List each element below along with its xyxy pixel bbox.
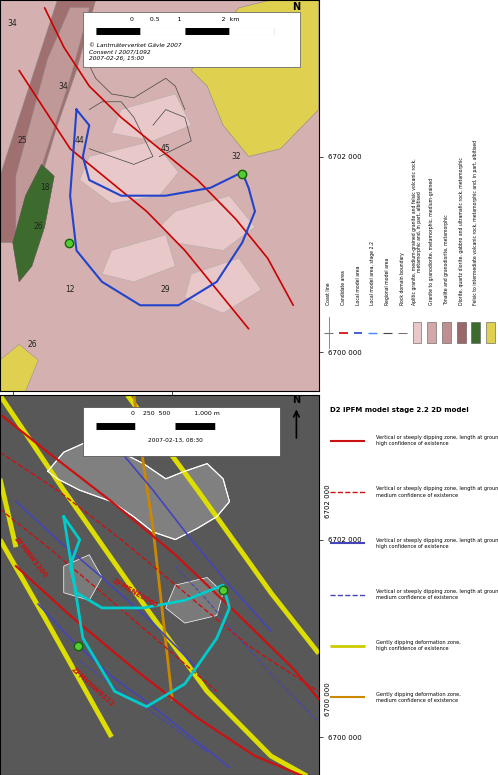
FancyBboxPatch shape — [83, 407, 280, 456]
Text: 0    250  500            1,000 m: 0 250 500 1,000 m — [131, 411, 220, 416]
Text: Diorite, quartz diorite, gabbro and ultramafic rock, metamorphic: Diorite, quartz diorite, gabbro and ultr… — [459, 157, 464, 305]
Text: Local model area: Local model area — [356, 266, 361, 305]
Text: 44: 44 — [75, 136, 85, 146]
Polygon shape — [64, 555, 102, 601]
Text: ZFMNW1200: ZFMNW1200 — [13, 536, 48, 578]
Text: Felsic to intermediate volcanic rock, metamorphic and, in part, albitised: Felsic to intermediate volcanic rock, me… — [474, 140, 479, 305]
Polygon shape — [112, 94, 191, 141]
Polygon shape — [166, 577, 223, 623]
Text: Candidate area: Candidate area — [341, 270, 346, 305]
Text: D2 IPFM model stage 2.2 2D model: D2 IPFM model stage 2.2 2D model — [330, 407, 469, 412]
Text: Gently dipping deformation zone,
high confidence of existence: Gently dipping deformation zone, high co… — [376, 640, 461, 652]
Text: N: N — [292, 394, 300, 405]
Text: 6700 000: 6700 000 — [325, 682, 331, 716]
Text: ZFMENE0060: ZFMENE0060 — [112, 578, 159, 609]
Text: 26: 26 — [27, 340, 37, 349]
Text: Tonalite and granodiorite, metamorphic: Tonalite and granodiorite, metamorphic — [444, 215, 449, 305]
Text: Vertical or steeply dipping zone, length at ground surface >3000 m,
medium confi: Vertical or steeply dipping zone, length… — [376, 487, 498, 498]
Polygon shape — [80, 141, 178, 204]
Text: Gently dipping deformation zone,
medium confidence of existence: Gently dipping deformation zone, medium … — [376, 691, 461, 703]
Text: 34: 34 — [8, 19, 17, 28]
Bar — [457, 322, 466, 343]
Text: Coast line: Coast line — [326, 283, 331, 305]
Bar — [442, 322, 451, 343]
Polygon shape — [191, 0, 319, 157]
Polygon shape — [16, 8, 89, 235]
Polygon shape — [159, 195, 255, 250]
Text: 25: 25 — [17, 136, 27, 146]
Text: 0        0.5         1                    2  km: 0 0.5 1 2 km — [130, 16, 240, 22]
Text: 32: 32 — [231, 152, 241, 161]
Text: 6702 000: 6702 000 — [325, 485, 331, 518]
Polygon shape — [0, 344, 38, 391]
Bar — [427, 322, 436, 343]
Text: N: N — [292, 2, 300, 12]
Text: ZFMVNW0123: ZFMVNW0123 — [70, 666, 115, 708]
Bar — [472, 322, 480, 343]
FancyBboxPatch shape — [83, 12, 300, 67]
Text: Granite to granodiorite, metamorphic, medium-grained: Granite to granodiorite, metamorphic, me… — [429, 178, 434, 305]
Bar — [486, 322, 495, 343]
Polygon shape — [102, 235, 175, 282]
Text: Vertical or steeply dipping zone, length at ground surface >3000 m,
high confide: Vertical or steeply dipping zone, length… — [376, 436, 498, 446]
Polygon shape — [13, 164, 54, 282]
Bar — [412, 322, 421, 343]
Text: 26: 26 — [33, 222, 43, 232]
Text: Local model area, stage 2.2: Local model area, stage 2.2 — [371, 241, 375, 305]
Text: Aplitic granite, medium-grained granite and felsic volcanic rock,
metamorphic an: Aplitic granite, medium-grained granite … — [411, 159, 422, 305]
Polygon shape — [185, 258, 261, 313]
Text: Vertical or steeply dipping zone, length at ground surface 1000-3000 m,
high con: Vertical or steeply dipping zone, length… — [376, 538, 498, 549]
Polygon shape — [0, 0, 96, 243]
Text: Vertical or steeply dipping zone, length at ground surface 1000-3000 m,
medium c: Vertical or steeply dipping zone, length… — [376, 589, 498, 600]
Text: Rock domain boundary: Rock domain boundary — [400, 253, 405, 305]
Text: 12: 12 — [65, 285, 75, 294]
Text: 45: 45 — [161, 144, 171, 153]
Text: 34: 34 — [59, 81, 69, 91]
Text: © Lantmäterverket Gävle 2007
Consent I 2007/1092
2007-02-26, 15:00: © Lantmäterverket Gävle 2007 Consent I 2… — [89, 43, 182, 61]
Polygon shape — [48, 441, 230, 539]
Text: 2007-02-13, 08:30: 2007-02-13, 08:30 — [148, 438, 203, 443]
Text: 18: 18 — [40, 184, 49, 192]
Text: 29: 29 — [161, 285, 170, 294]
Text: Regional model area: Regional model area — [385, 258, 390, 305]
